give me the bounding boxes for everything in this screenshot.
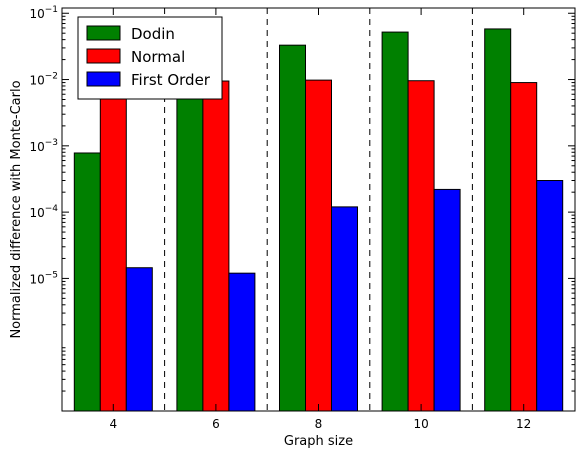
legend-label: Dodin <box>131 25 175 43</box>
x-tick-label: 12 <box>516 417 531 431</box>
legend-swatch <box>87 72 120 86</box>
bar-first-order-4 <box>126 268 152 411</box>
x-tick-label: 8 <box>315 417 323 431</box>
bar-dodin-6 <box>177 86 203 411</box>
bar-normal-8 <box>306 80 332 411</box>
y-tick-label: 10−4 <box>29 204 58 220</box>
y-tick-label: 10−5 <box>29 270 58 286</box>
x-tick-label: 6 <box>212 417 220 431</box>
x-tick-label: 4 <box>109 417 117 431</box>
legend-label: First Order <box>131 71 211 89</box>
bar-first-order-8 <box>332 207 358 411</box>
y-axis-label: Normalized difference with Monte-Carlo <box>9 80 24 338</box>
x-axis-label: Graph size <box>284 434 353 449</box>
legend-swatch <box>87 49 120 63</box>
bar-dodin-12 <box>485 29 511 411</box>
bar-normal-12 <box>511 83 537 411</box>
legend-swatch <box>87 26 120 40</box>
x-tick-label: 10 <box>413 417 428 431</box>
bar-normal-6 <box>203 81 229 411</box>
bar-dodin-10 <box>382 32 408 411</box>
bar-dodin-4 <box>74 153 100 411</box>
bar-normal-10 <box>408 81 434 411</box>
y-tick-label: 10−1 <box>29 5 58 21</box>
y-tick-label: 10−3 <box>29 138 58 154</box>
bar-first-order-12 <box>537 181 563 412</box>
bar-normal-4 <box>100 86 126 411</box>
legend-label: Normal <box>131 48 185 66</box>
bar-dodin-8 <box>280 45 306 411</box>
bar-first-order-6 <box>229 273 255 411</box>
legend: Dodin Normal First Order <box>78 17 222 99</box>
y-tick-label: 10−2 <box>29 72 58 88</box>
bar-first-order-10 <box>434 189 460 411</box>
